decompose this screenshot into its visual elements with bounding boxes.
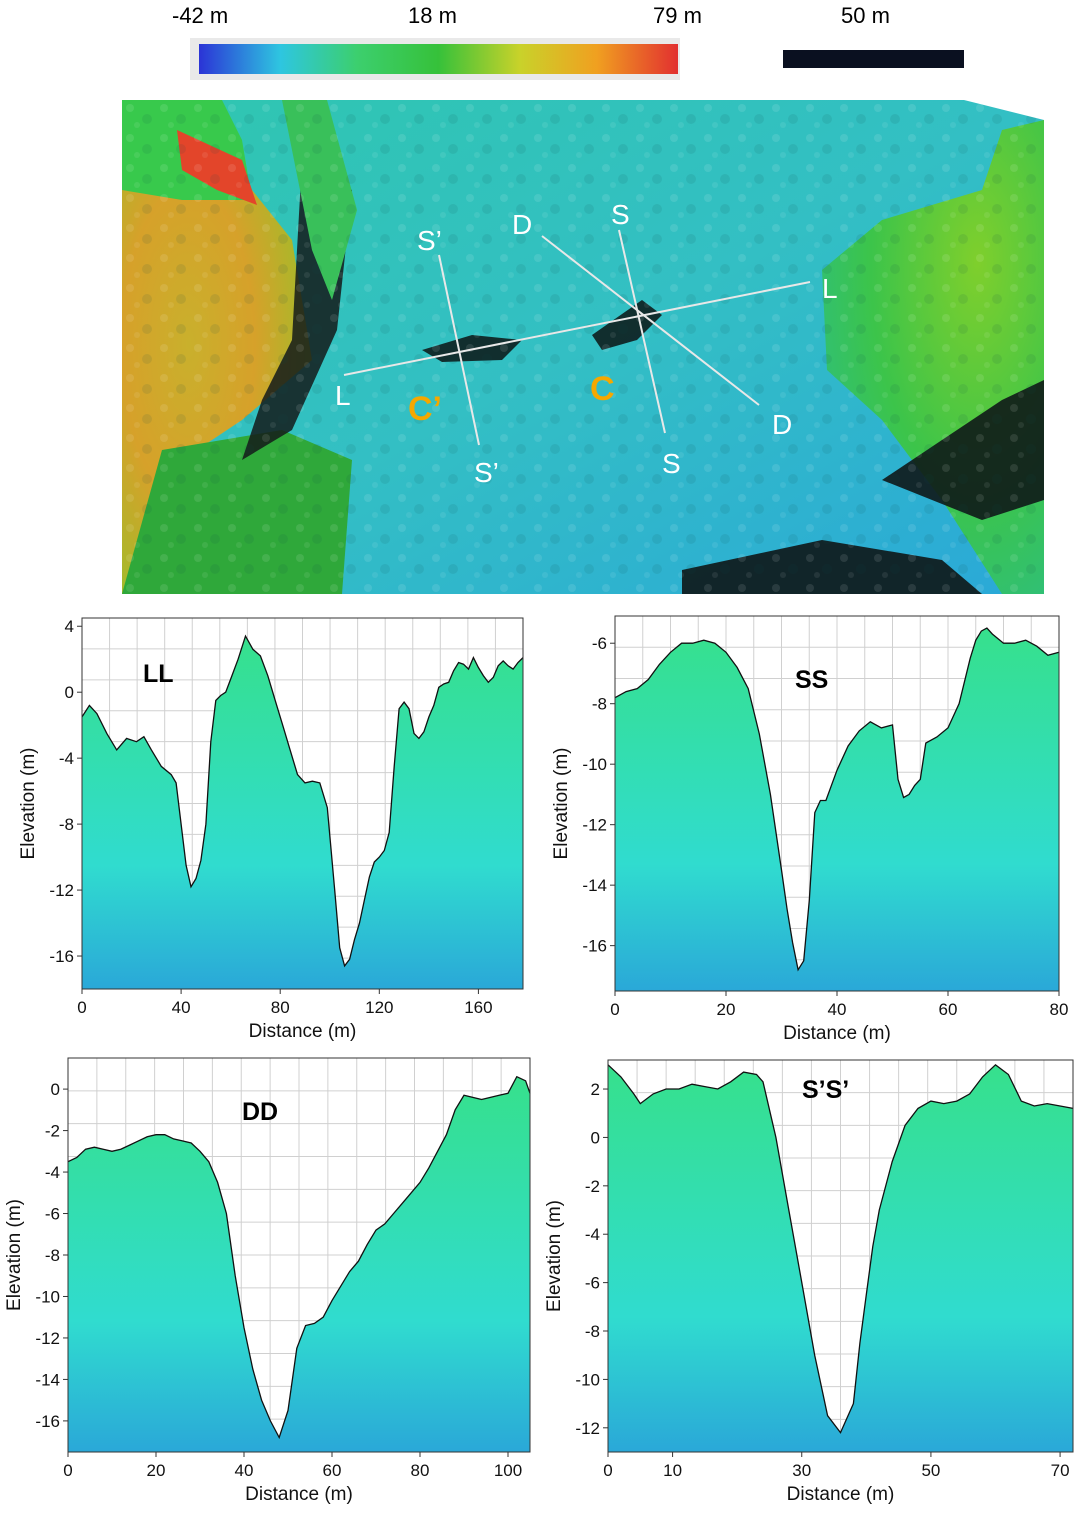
profile-line-sprime	[438, 254, 480, 446]
y-tick-label: -16	[35, 1412, 60, 1431]
profile-area	[608, 1064, 1073, 1452]
scale-bar	[783, 50, 964, 68]
y-tick-label: -16	[49, 947, 74, 966]
map-label-crater-c: C	[590, 370, 615, 408]
y-tick-label: -6	[592, 634, 607, 653]
map-label-sprime-end: S’	[474, 457, 499, 488]
x-tick-label: 0	[77, 998, 86, 1017]
profile-line	[614, 627, 1060, 972]
map-label-l-end: L	[822, 273, 838, 304]
map-label-sprime-start: S’	[417, 225, 442, 256]
profile-line	[607, 1063, 1074, 1434]
profile-chart-ss: 0 20 40 60 80 -6 -8 -10 -12 -14 -16 Distance (m) Ele…	[551, 615, 1069, 1044]
y-tick-label: -8	[592, 695, 607, 714]
y-tick-label: -14	[35, 1370, 60, 1389]
x-tick-label: 40	[828, 1000, 847, 1019]
x-tick-label: 60	[323, 1461, 342, 1480]
colorbar-min-label: -42 m	[172, 3, 229, 28]
x-tick-label: 70	[1051, 1461, 1070, 1480]
y-tick-label: 0	[591, 1128, 600, 1147]
colorbar-mid-label: 18 m	[408, 3, 457, 28]
x-tick-label: 0	[63, 1461, 72, 1480]
y-tick-label: -8	[59, 815, 74, 834]
y-tick-label: -16	[582, 937, 607, 956]
x-tick-label: 50	[921, 1461, 940, 1480]
x-tick-label: 80	[1050, 1000, 1069, 1019]
x-tick-label: 0	[603, 1461, 612, 1480]
y-axis-label: Elevation (m)	[551, 748, 572, 860]
map-label-s-end: S	[662, 448, 681, 479]
x-tick-label: 80	[411, 1461, 430, 1480]
elevation-map: L L S S D D S’ S’ C C’	[122, 100, 1044, 594]
y-tick-label: 2	[591, 1080, 600, 1099]
x-axis-label: Distance (m)	[245, 1484, 353, 1505]
y-tick-label: -8	[45, 1246, 60, 1265]
profile-line	[81, 634, 524, 968]
y-axis-label: Elevation (m)	[18, 748, 39, 860]
x-tick-label: 40	[172, 998, 191, 1017]
x-tick-label: 20	[147, 1461, 166, 1480]
profile-area	[82, 636, 523, 989]
profile-chart-dd: 0 20 40 60 80 100 0 -2 -4 -6 -8 -10 -12 -14 -16 Distanc…	[4, 1057, 531, 1505]
map-corner	[964, 100, 1044, 120]
y-tick-label: -2	[45, 1122, 60, 1141]
map-label-s-start: S	[611, 199, 630, 230]
map-label-l-start: L	[335, 380, 351, 411]
x-tick-label: 60	[939, 1000, 958, 1019]
y-tick-label: -4	[59, 749, 74, 768]
chart-title: DD	[242, 1098, 278, 1126]
x-tick-label: 80	[271, 998, 290, 1017]
x-tick-label: 10	[663, 1461, 682, 1480]
profile-line-ss	[618, 229, 666, 434]
profile-line-ll	[343, 281, 811, 376]
chart-title: S’S’	[802, 1076, 849, 1104]
profile-area	[615, 628, 1059, 991]
chart-title: SS	[795, 666, 828, 694]
x-tick-label: 100	[494, 1461, 522, 1480]
profile-area	[68, 1076, 530, 1452]
profile-line	[67, 1075, 531, 1440]
chart-title: LL	[143, 660, 174, 688]
map-label-d-start: D	[512, 209, 532, 240]
y-tick-label: -14	[582, 876, 607, 895]
y-tick-label: 0	[51, 1080, 60, 1099]
x-axis-label: Distance (m)	[783, 1023, 891, 1044]
colorbar-max-label: 79 m	[653, 3, 702, 28]
map-label-crater-cprime: C’	[408, 390, 442, 428]
texture-overlay	[122, 100, 1044, 594]
map-label-d-end: D	[772, 409, 792, 440]
plot-frame	[607, 1059, 1074, 1453]
x-tick-label: 20	[717, 1000, 736, 1019]
x-axis-label: Distance (m)	[787, 1484, 895, 1505]
x-axis-label: Distance (m)	[249, 1021, 357, 1042]
x-tick-label: 30	[792, 1461, 811, 1480]
y-tick-label: -10	[582, 755, 607, 774]
y-tick-label: -12	[49, 881, 74, 900]
x-tick-label: 120	[365, 998, 393, 1017]
y-axis-label: Elevation (m)	[4, 1199, 25, 1311]
y-tick-label: -6	[585, 1274, 600, 1293]
y-tick-label: -10	[575, 1370, 600, 1389]
y-tick-label: -12	[35, 1329, 60, 1348]
y-tick-label: -8	[585, 1322, 600, 1341]
elevation-colorbar	[199, 44, 678, 74]
y-tick-label: -10	[35, 1287, 60, 1306]
x-tick-label: 0	[610, 1000, 619, 1019]
profile-line-dd	[541, 235, 760, 406]
y-axis-label: Elevation (m)	[544, 1200, 565, 1312]
y-tick-label: -12	[582, 816, 607, 835]
y-tick-label: 0	[65, 683, 74, 702]
y-tick-label: 4	[65, 617, 74, 636]
y-tick-label: -6	[45, 1205, 60, 1224]
y-tick-label: -4	[585, 1225, 600, 1244]
scalebar-label: 50 m	[841, 3, 890, 28]
y-tick-label: -2	[585, 1177, 600, 1196]
x-tick-label: 160	[464, 998, 492, 1017]
profile-chart-sprime: 0 10 30 50 70 2 0 -2 -4 -6 -8 -10 -12 Distance (m) Ele…	[544, 1059, 1074, 1505]
x-tick-label: 40	[235, 1461, 254, 1480]
y-tick-label: -4	[45, 1163, 60, 1182]
plot-frame	[81, 617, 524, 990]
y-tick-label: -12	[575, 1419, 600, 1438]
